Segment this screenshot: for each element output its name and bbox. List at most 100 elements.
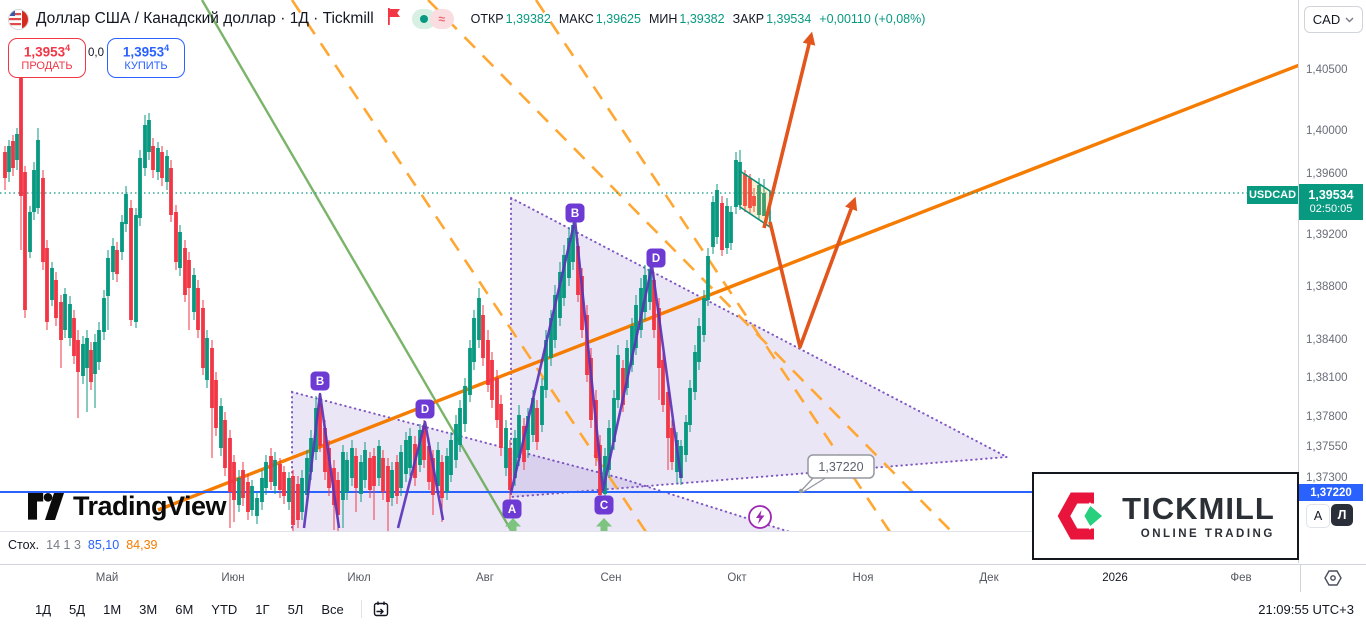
zigzag-pattern-line[interactable]: [509, 218, 683, 494]
go-to-date-icon[interactable]: [372, 600, 391, 619]
symbol-title[interactable]: Доллар США / Канадский доллар · 1Д · Tic…: [36, 10, 374, 27]
candle: [36, 128, 40, 214]
flag-bookmark-icon[interactable]: [387, 8, 401, 30]
candle: [201, 300, 205, 375]
dashed-trendline[interactable]: [290, 0, 648, 532]
price-tick: 1,37300: [1306, 472, 1348, 484]
pane-divider[interactable]: [0, 531, 1298, 532]
range-button-5Л[interactable]: 5Л: [287, 601, 304, 617]
pattern-point-label-D[interactable]: D: [646, 248, 666, 268]
candle: [752, 188, 756, 212]
chevron-down-icon: [1345, 17, 1354, 22]
projection-arrow[interactable]: [768, 196, 858, 349]
pattern-point-label-C[interactable]: C: [594, 495, 614, 515]
candle: [359, 455, 363, 502]
range-button-1Д[interactable]: 1Д: [35, 601, 52, 617]
sell-button[interactable]: 1,39534 ПРОДАТЬ: [8, 38, 86, 78]
candle: [697, 318, 701, 370]
candle: [111, 238, 115, 280]
session-clock[interactable]: 21:09:55 UTC+3: [1258, 601, 1354, 617]
hexagon-settings-icon[interactable]: [1322, 568, 1344, 593]
range-button-3М[interactable]: 3М: [139, 601, 158, 617]
candle: [418, 424, 422, 472]
svg-text:D: D: [652, 253, 660, 265]
candle: [693, 345, 697, 400]
pattern-point-label-B[interactable]: B: [565, 203, 585, 223]
candle: [540, 378, 544, 432]
candle: [495, 370, 499, 428]
range-button-6М[interactable]: 6М: [175, 601, 194, 617]
candle: [553, 285, 557, 348]
buy-signal-arrow-icon: [505, 518, 521, 532]
candle: [97, 322, 101, 370]
price-callout[interactable]: 1,37220: [798, 454, 875, 494]
pattern-point-label-D[interactable]: D: [415, 399, 435, 419]
candle: [368, 452, 372, 498]
candle: [120, 215, 124, 260]
price-tick: 1,40000: [1306, 125, 1348, 137]
range-button-5Д[interactable]: 5Д: [69, 601, 86, 617]
candle: [670, 420, 674, 470]
status-toggle-pills[interactable]: ≈: [411, 9, 454, 29]
candle: [291, 470, 295, 532]
candle: [260, 470, 264, 510]
price-tick: 1,39200: [1306, 229, 1348, 241]
candle: [287, 472, 291, 510]
lightning-icon[interactable]: [748, 505, 772, 529]
candle: [490, 352, 494, 408]
chart-pane[interactable]: B D A B C D 1,37220: [0, 0, 1298, 532]
candle: [454, 415, 458, 468]
candle: [102, 290, 106, 340]
pattern-point-label-B[interactable]: B: [310, 371, 330, 391]
log-scale-button[interactable]: Л: [1331, 504, 1353, 526]
candle: [85, 330, 89, 412]
candle: [196, 280, 200, 338]
time-tick: Июл: [347, 572, 371, 584]
buy-button[interactable]: 1,39534 КУПИТЬ: [107, 38, 185, 78]
svg-text:C: C: [600, 500, 608, 512]
time-tick: Ноя: [852, 572, 874, 584]
range-button-1М[interactable]: 1М: [103, 601, 122, 617]
tickmill-logo: TICKMILL ONLINE TRADING: [1032, 472, 1299, 560]
range-button-1Г[interactable]: 1Г: [255, 601, 270, 617]
candle: [72, 310, 76, 364]
orange-trendline[interactable]: [157, 63, 1298, 512]
candle: [296, 476, 300, 528]
candle: [147, 113, 151, 160]
time-scale[interactable]: Май Июн Июл Авг Сен Окт Ноя Дек 2026 Фев: [0, 564, 1366, 593]
candle: [115, 242, 119, 282]
candle: [486, 330, 490, 392]
price-scale[interactable]: [1298, 0, 1366, 563]
candle: [76, 330, 80, 418]
dashed-trendline[interactable]: [534, 0, 892, 532]
time-tick: Авг: [476, 572, 494, 584]
range-button-YTD[interactable]: YTD: [211, 601, 238, 617]
zigzag-pattern-line[interactable]: [302, 392, 341, 529]
zigzag-pattern-line[interactable]: [396, 420, 445, 529]
candle: [589, 348, 593, 428]
pattern-triangle[interactable]: [510, 196, 1011, 499]
candle: [156, 142, 160, 180]
pattern-point-label-A[interactable]: A: [502, 499, 522, 519]
projection-arrow[interactable]: [762, 31, 816, 229]
stochastic-legend[interactable]: Стох. 14 1 3 85,10 84,39: [8, 538, 157, 552]
range-button-Все[interactable]: Все: [321, 601, 344, 617]
candle: [3, 146, 7, 190]
price-tick: 1,40500: [1306, 64, 1348, 76]
candle: [264, 455, 268, 495]
last-price-label: 1,39534 02:50:05: [1299, 184, 1363, 220]
price-tick: 1,39600: [1306, 168, 1348, 180]
currency-select[interactable]: CAD: [1304, 6, 1363, 33]
time-tick: Дек: [979, 572, 999, 584]
usdcad-pair-flag-icon: [8, 8, 29, 30]
candle: [436, 442, 440, 494]
candle: [41, 170, 45, 270]
candle: [481, 305, 485, 366]
svg-text:A: A: [508, 504, 516, 516]
auto-scale-button[interactable]: А: [1306, 504, 1330, 528]
tradingview-mark-icon: [28, 492, 64, 520]
time-tick: Сен: [600, 572, 622, 584]
candle: [255, 492, 259, 524]
dashed-trendline[interactable]: [427, 0, 953, 532]
ohlc-value: 1,39625: [595, 12, 641, 26]
